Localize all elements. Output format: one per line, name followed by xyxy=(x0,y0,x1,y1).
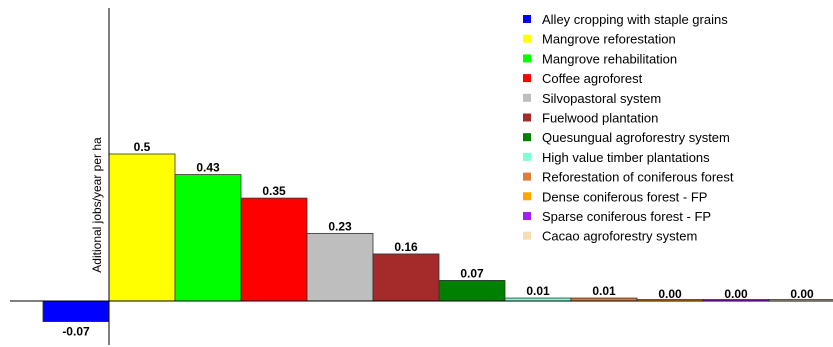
bar-value-label: 0.01 xyxy=(592,284,616,298)
bar-value-label: 0.43 xyxy=(196,161,220,175)
legend-entry: Mangrove rehabilitation xyxy=(542,51,677,66)
legend-swatch xyxy=(523,192,531,201)
legend-entry: Reforestation of coniferous forest xyxy=(542,170,734,185)
legend-swatch xyxy=(523,113,531,122)
bar-value-label: 0.35 xyxy=(262,184,286,198)
legend-entry: Quesungual agroforestry system xyxy=(542,130,730,145)
legend-swatch xyxy=(523,212,531,220)
bar-5 xyxy=(306,232,374,302)
legend-entry: Silvopastoral system xyxy=(542,91,661,106)
value-labels-group: -0.07 0.5 0.43 0.35 0.23 0.16 0.07 0.01 0.01 0.00… xyxy=(62,140,814,339)
y-axis-label: Aditional jobs/year per ha xyxy=(90,137,104,273)
legend-swatch xyxy=(523,93,531,102)
legend-swatch xyxy=(523,152,531,161)
legend-entry: Sparse coniferous forest - FP xyxy=(542,209,711,224)
bar-value-label: 0.01 xyxy=(526,284,550,298)
legend-entry: Fuelwood plantation xyxy=(542,111,658,126)
bar-value-label: 0.23 xyxy=(328,219,352,233)
bar-4 xyxy=(240,197,308,302)
legend-swatch xyxy=(523,231,531,240)
legend-entry: Dense coniferous forest - FP xyxy=(542,189,707,204)
legend: Alley cropping with staple grains Mangrov… xyxy=(523,12,734,244)
legend-swatch xyxy=(523,74,531,83)
legend-swatch xyxy=(523,54,531,63)
bar-value-label: 0.00 xyxy=(658,287,682,301)
bar-2 xyxy=(108,153,176,302)
legend-entry: Mangrove reforestation xyxy=(542,32,676,47)
bar-1 xyxy=(42,300,110,322)
legend-entry: Alley cropping with staple grains xyxy=(542,12,728,27)
legend-swatch xyxy=(523,15,531,23)
bar-value-label: 0.16 xyxy=(394,240,418,254)
bar-value-label: 0.00 xyxy=(724,287,748,301)
bar-3 xyxy=(174,174,242,302)
bar-6 xyxy=(372,253,440,302)
bar-value-label: 0.07 xyxy=(460,266,484,280)
bars-group xyxy=(42,153,833,322)
bar-value-label: -0.07 xyxy=(62,325,90,339)
bar-value-label: 0.00 xyxy=(790,287,814,301)
legend-entry: Coffee agroforest xyxy=(542,71,643,86)
bar-value-label: 0.5 xyxy=(134,140,151,154)
legend-entry: High value timber plantations xyxy=(542,150,710,165)
legend-swatch xyxy=(523,133,531,142)
legend-entry: Cacao agroforestry system xyxy=(542,229,697,244)
bar-7 xyxy=(438,280,506,302)
legend-swatch xyxy=(523,172,531,181)
legend-swatch xyxy=(523,34,531,43)
